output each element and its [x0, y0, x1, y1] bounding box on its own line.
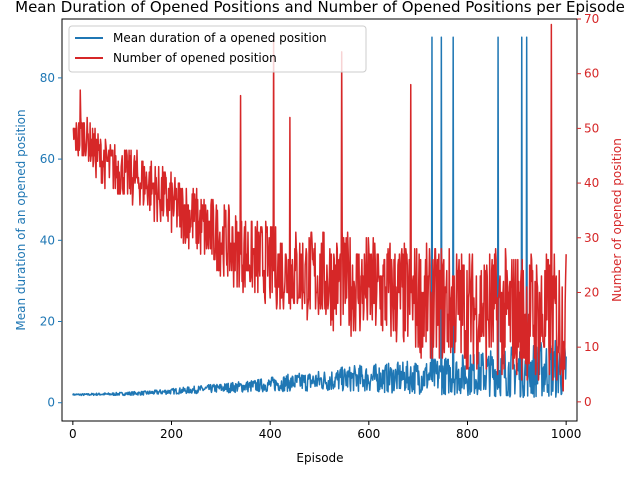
x-tick-label: 400 — [259, 427, 282, 441]
right-y-tick-label: 0 — [584, 395, 592, 409]
x-tick-label: 600 — [357, 427, 380, 441]
right-y-axis: 0 10 20 30 40 50 60 70 — [577, 12, 599, 409]
left-y-axis: 0 20 40 60 80 — [40, 71, 62, 410]
chart-title: Mean Duration of Opened Positions and Nu… — [15, 0, 625, 16]
left-y-tick-label: 60 — [40, 152, 55, 166]
x-tick-label: 800 — [456, 427, 479, 441]
right-y-tick-label: 30 — [584, 231, 599, 245]
series-line-number-opened — [72, 23, 567, 392]
legend-label-mean-duration: Mean duration of a opened position — [113, 31, 327, 45]
right-y-tick-label: 50 — [584, 121, 599, 135]
x-axis-label: Episode — [296, 451, 343, 465]
x-tick-label: 200 — [160, 427, 183, 441]
series-layer — [72, 23, 567, 399]
right-y-axis-label: Number of opened position — [610, 138, 624, 302]
left-y-tick-label: 40 — [40, 233, 55, 247]
right-y-tick-label: 10 — [584, 340, 599, 354]
left-y-tick-label: 20 — [40, 315, 55, 329]
x-tick-label: 0 — [69, 427, 77, 441]
left-y-tick-label: 0 — [47, 396, 55, 410]
right-y-tick-label: 60 — [584, 67, 599, 81]
left-y-axis-label: Mean duration of an opened position — [14, 109, 28, 330]
legend: Mean duration of a opened position Numbe… — [68, 25, 367, 73]
legend-label-number-opened: Number of opened position — [113, 51, 277, 65]
right-y-tick-label: 70 — [584, 12, 599, 26]
right-y-tick-label: 40 — [584, 176, 599, 190]
plot-frame — [61, 18, 578, 422]
legend-box — [68, 25, 367, 73]
left-y-tick-label: 80 — [40, 71, 55, 85]
x-tick-label: 1000 — [551, 427, 582, 441]
x-axis: 0 200 400 600 800 1000 — [69, 421, 581, 441]
right-y-tick-label: 20 — [584, 285, 599, 299]
series-line-mean-duration — [72, 36, 567, 399]
